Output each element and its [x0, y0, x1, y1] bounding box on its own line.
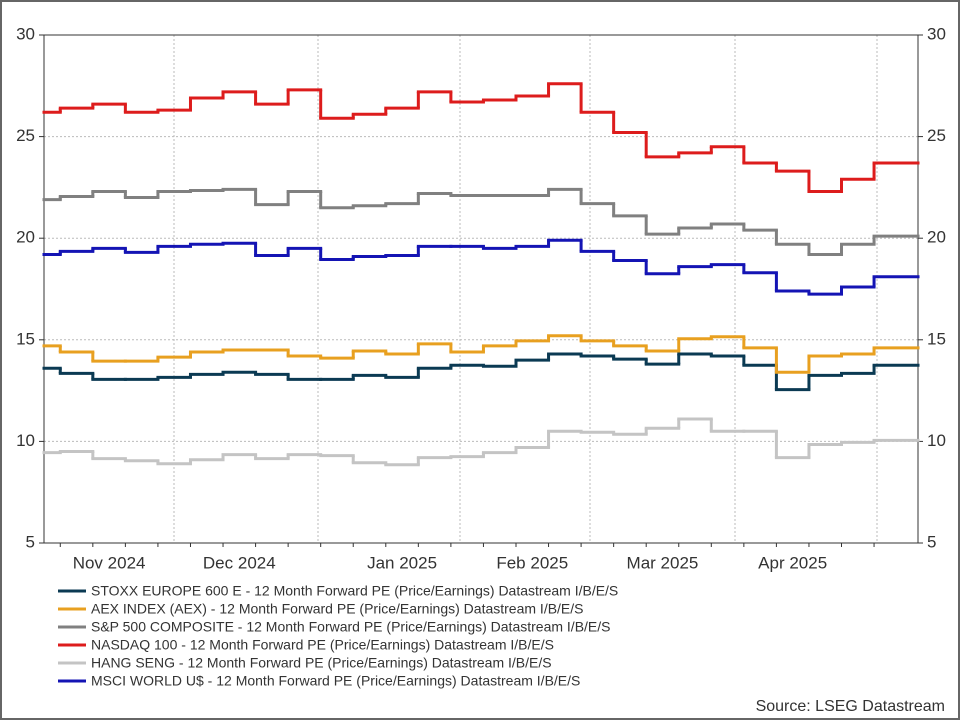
- y-tick-label: 15: [16, 329, 35, 348]
- x-tick-label: Apr 2025: [758, 553, 827, 572]
- y2-tick-label: 25: [927, 126, 946, 145]
- source: Source: LSEG Datastream: [756, 698, 945, 715]
- legend-label: STOXX EUROPE 600 E - 12 Month Forward PE…: [91, 583, 618, 599]
- legend-label: S&P 500 COMPOSITE - 12 Month Forward PE …: [91, 619, 610, 635]
- y-tick-label: 5: [26, 532, 35, 551]
- y2-tick-label: 10: [927, 431, 946, 450]
- legend-label: NASDAQ 100 - 12 Month Forward PE (Price/…: [91, 637, 554, 653]
- x-tick-label: Mar 2025: [627, 553, 699, 572]
- y-tick-label: 30: [16, 24, 35, 43]
- y-tick-label: 25: [16, 126, 35, 145]
- y2-tick-label: 15: [927, 329, 946, 348]
- x-tick-label: Dec 2024: [203, 553, 276, 572]
- x-tick-label: Feb 2025: [496, 553, 568, 572]
- legend-label: HANG SENG - 12 Month Forward PE (Price/E…: [91, 655, 552, 671]
- y-tick-label: 20: [16, 228, 35, 247]
- plot-frame: [43, 34, 919, 544]
- x-tick-label: Jan 2025: [367, 553, 437, 572]
- y2-tick-label: 30: [927, 24, 946, 43]
- legend-label: MSCI WORLD U$ - 12 Month Forward PE (Pri…: [91, 673, 580, 689]
- y-tick-label: 10: [16, 431, 35, 450]
- x-tick-label: Nov 2024: [73, 553, 146, 572]
- legend-label: AEX INDEX (AEX) - 12 Month Forward PE (P…: [91, 601, 584, 617]
- y2-tick-label: 5: [927, 532, 936, 551]
- y2-tick-label: 20: [927, 228, 946, 247]
